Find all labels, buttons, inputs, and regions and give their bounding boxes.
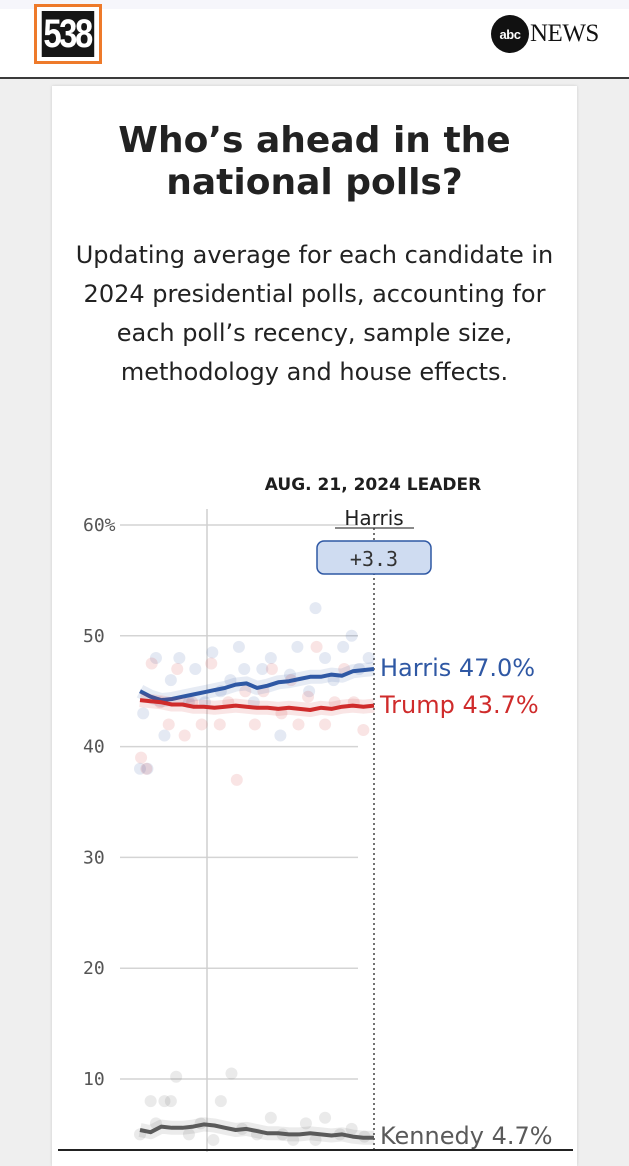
kennedy-poll-point	[144, 1095, 157, 1108]
harris-poll-point	[137, 707, 150, 720]
kennedy-poll-point	[182, 1128, 195, 1141]
kennedy-poll-point	[287, 1133, 300, 1146]
harris-poll-point	[224, 674, 237, 687]
harris-trend-line	[139, 667, 375, 703]
harris-poll-point	[134, 762, 146, 775]
trump-poll-point	[171, 663, 184, 676]
chart-subtitle: Updating average for each candidate in 2…	[75, 241, 554, 386]
kennedy-trend-line	[139, 1122, 374, 1140]
leader-name: Harris	[344, 506, 403, 530]
trump-poll-point	[145, 657, 158, 670]
annotations-layer: Harris 47.0% Trump 43.7% Kennedy 4.7% AUG. …	[58, 475, 573, 1151]
harris-poll-point	[264, 651, 277, 664]
y-tick-label-20: 20	[83, 958, 105, 979]
harris-poll-point	[149, 651, 162, 664]
kennedy-poll-point	[164, 1095, 177, 1108]
trump-poll-point	[213, 718, 226, 731]
kennedy-poll-point	[170, 1070, 183, 1083]
y-tick-label-40: 40	[83, 737, 105, 758]
kennedy-poll-point	[299, 1117, 312, 1130]
y-tick-label-30: 30	[83, 847, 105, 868]
leader-heading: AUG. 21, 2024 LEADER	[265, 475, 481, 495]
harris-poll-point	[141, 762, 154, 775]
harris-poll-point	[206, 646, 219, 659]
harris-poll-point	[274, 729, 287, 742]
harris-poll-point	[345, 629, 358, 642]
trump-poll-point	[162, 718, 175, 731]
harris-poll-point	[164, 674, 177, 687]
trump-poll-point	[310, 640, 323, 653]
harris-end-label: Harris 47.0%	[380, 654, 535, 682]
abc-logo-ball: abc	[491, 15, 529, 53]
harris-poll-point	[319, 651, 332, 664]
y-tick-label-10: 10	[83, 1069, 105, 1090]
trump-poll-point	[328, 696, 341, 709]
grid-layer: 60% 50 40 30 20 10	[83, 509, 375, 1152]
y-tick-label-60: 60%	[83, 515, 116, 536]
harris-poll-point	[337, 640, 350, 653]
trump-poll-point	[265, 663, 278, 676]
harris-poll-point	[158, 729, 171, 742]
harris-poll-point	[362, 651, 375, 664]
harris-poll-point	[291, 640, 304, 653]
trump-poll-point	[230, 773, 243, 786]
kennedy-poll-point	[214, 1095, 227, 1108]
kennedy-poll-point	[319, 1111, 332, 1124]
harris-poll-point	[303, 685, 316, 698]
trump-poll-point	[357, 723, 370, 736]
kennedy-poll-point	[264, 1111, 277, 1124]
kennedy-poll-point	[225, 1067, 238, 1080]
kennedy-poll-point	[158, 1095, 171, 1108]
abc-logo-word: NEWS	[530, 20, 599, 47]
trump-poll-point	[178, 729, 191, 742]
status-strip	[0, 0, 629, 9]
trump-poll-point	[205, 657, 218, 670]
leader-margin-badge	[316, 540, 432, 575]
kennedy-end-label: Kennedy 4.7%	[380, 1122, 553, 1150]
trump-poll-point	[302, 690, 315, 703]
harris-poll-point	[189, 663, 202, 676]
kennedy-poll-point	[345, 1122, 358, 1135]
trump-end-label: Trump 43.7%	[379, 691, 539, 719]
harris-poll-point	[238, 663, 251, 676]
site-header: 538 abc NEWS	[0, 0, 629, 79]
y-tick-label-50: 50	[83, 626, 105, 647]
harris-poll-point	[232, 640, 245, 653]
chart-title: Who’s ahead in the national polls?	[118, 120, 511, 203]
trump-poll-point	[319, 718, 332, 731]
abc-news-logo[interactable]: abc NEWS	[491, 14, 599, 54]
trump-poll-point	[239, 685, 252, 698]
chart-card	[52, 86, 577, 1166]
kennedy-poll-point	[309, 1133, 322, 1146]
harris-poll-point	[283, 668, 296, 681]
harris-poll-point	[173, 651, 186, 664]
trend-lines-layer	[136, 662, 375, 1145]
kennedy-poll-point	[207, 1133, 220, 1146]
trump-poll-point	[195, 718, 208, 731]
trump-poll-point	[140, 762, 153, 775]
harris-poll-point	[256, 663, 269, 676]
trump-trend-line	[139, 698, 375, 712]
harris-poll-point	[309, 602, 322, 615]
538-logo-text: 538	[41, 11, 95, 57]
leader-margin-value: +3.3	[350, 547, 398, 571]
trump-poll-point	[292, 718, 305, 731]
trump-poll-point	[135, 751, 148, 764]
538-logo[interactable]: 538	[34, 4, 102, 64]
trump-poll-point	[248, 718, 261, 731]
